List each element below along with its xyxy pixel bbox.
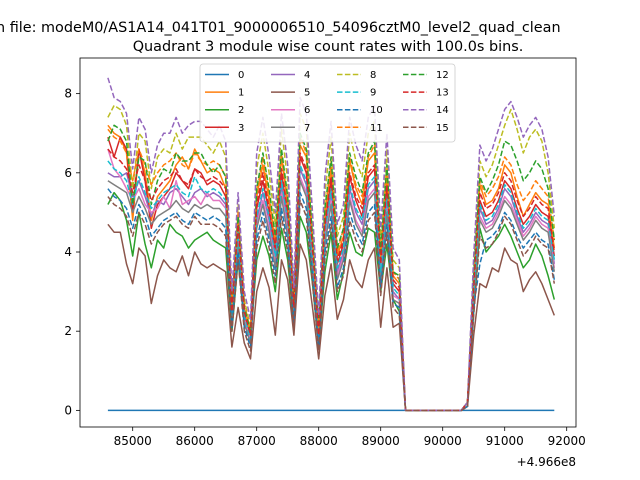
legend-label-15: 15	[436, 123, 449, 134]
legend-label-7: 7	[304, 123, 310, 134]
legend-label-4: 4	[304, 70, 310, 81]
chart-title: Quadrant 3 module wise count rates with …	[133, 39, 524, 55]
legend-label-13: 13	[436, 88, 449, 99]
x-tick-label: 91000	[486, 434, 524, 448]
plot-area-frame	[79, 57, 577, 428]
x-tick-label: 88000	[300, 434, 338, 448]
y-tick-label: 4	[64, 245, 72, 259]
x-tick-label: 85000	[114, 434, 152, 448]
legend-label-12: 12	[436, 70, 449, 81]
series-layer	[107, 77, 556, 412]
x-tick-label: 92000	[548, 434, 586, 448]
series-line-9	[107, 160, 556, 412]
series-line-10	[107, 188, 556, 412]
y-tick-label: 8	[64, 87, 72, 101]
series-line-6	[107, 148, 556, 412]
legend-label-10: 10	[370, 105, 383, 116]
legend-label-6: 6	[304, 105, 310, 116]
x-tick-label: 86000	[176, 434, 214, 448]
legend-label-1: 1	[238, 88, 244, 99]
legend-label-5: 5	[304, 88, 310, 99]
legend-label-14: 14	[436, 105, 449, 116]
x-tick-label: 89000	[362, 434, 400, 448]
y-tick-label: 6	[64, 166, 72, 180]
y-tick-label: 0	[64, 403, 72, 417]
figure-suptitle: n file: modeM0/AS1A14_041T01_9000006510_…	[0, 20, 561, 36]
legend-label-2: 2	[238, 105, 244, 116]
y-tick-label: 2	[64, 324, 72, 338]
legend-label-11: 11	[370, 123, 383, 134]
legend-box	[199, 63, 456, 143]
legend-label-3: 3	[238, 123, 244, 134]
series-line-7	[107, 179, 556, 412]
legend-label-0: 0	[238, 70, 244, 81]
x-offset-label: +4.966e8	[517, 455, 576, 469]
y-axis: 0 2 4 6 8	[64, 87, 80, 417]
legend-label-8: 8	[370, 70, 376, 81]
series-line-15	[107, 196, 556, 412]
x-axis: 85000 86000 87000 88000 89000 90000 91000 92000	[114, 427, 586, 448]
series-line-12	[107, 124, 556, 412]
series-line-5	[107, 223, 555, 412]
x-tick-label: 87000	[238, 434, 276, 448]
legend-label-9: 9	[370, 88, 376, 99]
x-tick-label: 90000	[424, 434, 462, 448]
